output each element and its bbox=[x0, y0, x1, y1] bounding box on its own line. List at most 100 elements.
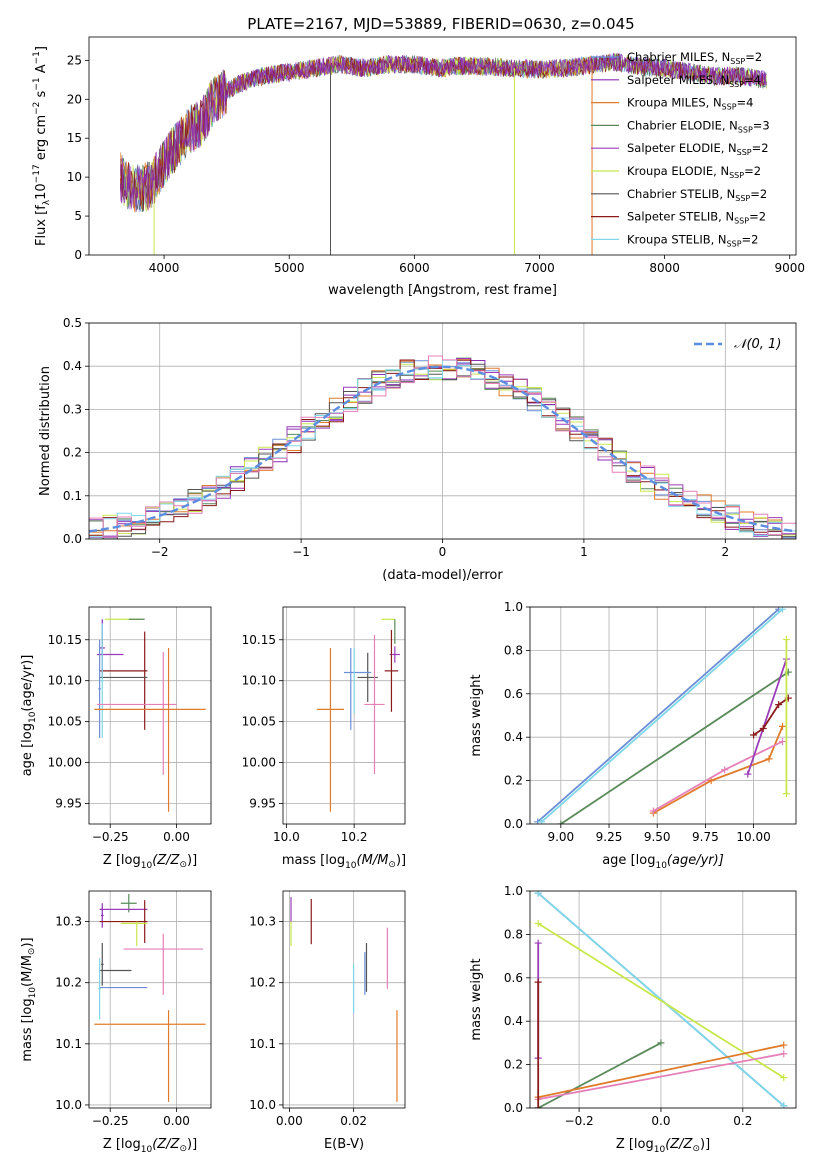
legend-label: Kroupa ELODIE, NSSP=2 bbox=[627, 164, 761, 180]
legend-name: Chabrier MILES, N bbox=[627, 50, 730, 64]
weight-series bbox=[538, 607, 787, 824]
y-tick-label: 0.4 bbox=[504, 1014, 523, 1028]
y-tick-label: 0.8 bbox=[504, 643, 523, 657]
x-tick-label: 10.2 bbox=[341, 830, 368, 844]
y-tick-label: 10.10 bbox=[242, 674, 276, 688]
plus-marker bbox=[782, 790, 790, 798]
x-tick-label: 10.00 bbox=[736, 830, 770, 844]
label-part: )] bbox=[20, 937, 35, 947]
label-part: Z [log bbox=[103, 853, 141, 868]
x-tick-label: 9.00 bbox=[547, 830, 574, 844]
label-part: A bbox=[34, 64, 49, 77]
label-part: −1 bbox=[32, 51, 42, 64]
label-part: age [log bbox=[20, 723, 35, 776]
axes-frame bbox=[529, 890, 797, 1109]
label-part: 10 bbox=[654, 1145, 666, 1155]
spectrum-lines bbox=[120, 52, 767, 255]
y-tick-label: 10.05 bbox=[48, 715, 82, 729]
errorbar-point bbox=[100, 623, 104, 739]
y-tick-label: 10.1 bbox=[249, 1037, 276, 1051]
weight-line bbox=[538, 1044, 784, 1099]
legend-suffix: =4 bbox=[744, 73, 761, 87]
legend-sub: SSP bbox=[729, 171, 744, 180]
y-tick-label: 0.0 bbox=[504, 817, 523, 831]
errorbars bbox=[94, 894, 206, 1102]
x-tick-label: 0.00 bbox=[163, 830, 190, 844]
plus-marker bbox=[744, 770, 752, 778]
weight-lines bbox=[534, 607, 792, 824]
plus-marker bbox=[765, 755, 773, 763]
label-part: )] bbox=[700, 1137, 710, 1152]
y-tick-label: 10.3 bbox=[55, 915, 82, 929]
y-tick-label: 0.5 bbox=[63, 316, 82, 330]
label-part: ⊙ bbox=[27, 948, 37, 956]
y-axis-label: mass weight bbox=[469, 958, 484, 1040]
x-axis-label: (data-model)/error bbox=[382, 568, 503, 583]
y-tick-label: 1.0 bbox=[504, 600, 523, 614]
weight-line bbox=[746, 658, 788, 775]
axes-frame bbox=[529, 606, 797, 825]
y-tick-label: 10.15 bbox=[242, 633, 276, 647]
label-part: 10 bbox=[28, 987, 38, 999]
weight-line bbox=[560, 671, 789, 824]
label-part: (age/yr)] bbox=[667, 853, 724, 868]
x-axis-label: E(B-V) bbox=[324, 1137, 364, 1152]
x-tick-label: 1 bbox=[580, 545, 588, 559]
plus-marker bbox=[557, 820, 565, 824]
label-part: Z [log bbox=[616, 1137, 654, 1152]
residuals-panel: −2 −1 0 1 2 0.0 0.1 0.2 0.3 0.4 0.5 𝒩(0, 1) (data-mo… bbox=[38, 316, 797, 583]
weight-series bbox=[782, 636, 790, 798]
legend-name: Chabrier STELIB, N bbox=[627, 187, 735, 201]
x-tick-label: −0.2 bbox=[565, 1114, 594, 1128]
plus-marker bbox=[538, 818, 546, 824]
y-tick-label: 0.1 bbox=[63, 489, 82, 503]
y-tick-label: 10.2 bbox=[55, 976, 82, 990]
label-part: ⊙ bbox=[692, 1144, 700, 1154]
weight-line bbox=[538, 1052, 784, 1101]
x-tick-label: 4000 bbox=[149, 261, 180, 275]
plus-marker bbox=[534, 920, 542, 928]
label-part: age [log bbox=[602, 853, 655, 868]
y-tick-label: 10.1 bbox=[55, 1037, 82, 1051]
label-part: Z [log bbox=[103, 1137, 141, 1152]
label-part: −1 bbox=[32, 77, 42, 90]
y-tick-label: 1.0 bbox=[504, 884, 523, 898]
x-axis-label: mass [log10(M/M⊙)] bbox=[282, 853, 406, 871]
plus-marker bbox=[779, 607, 787, 613]
age-vs-mass-panel: 10.0 10.2 9.95 10.00 10.05 10.10 10.15 mass [lo… bbox=[242, 606, 406, 871]
plus-marker bbox=[657, 1039, 665, 1047]
weight-vs-age-panel: 9.00 9.25 9.50 9.75 10.00 0.0 0.2 0.4 0.6 0.8 1.0 a… bbox=[469, 600, 797, 871]
legend-sub: SSP bbox=[722, 103, 737, 112]
label-part: erg cm bbox=[34, 115, 49, 164]
y-tick-label: 0.4 bbox=[504, 730, 523, 744]
legend-suffix: =2 bbox=[749, 210, 766, 224]
x-tick-label: 9000 bbox=[774, 261, 805, 275]
weight-lines bbox=[534, 891, 788, 1108]
label-part: ⊙ bbox=[179, 860, 187, 870]
label-part: (Z/Z bbox=[665, 1137, 693, 1152]
label-part: mass [log bbox=[282, 853, 345, 868]
mass-vs-EBV-panel: 0.00 0.02 10.0 10.1 10.2 10.3 E(B-V) bbox=[249, 890, 406, 1152]
y-axis-label: Normed distribution bbox=[38, 366, 53, 496]
label-part: −2 bbox=[32, 102, 42, 115]
weight-series bbox=[649, 738, 787, 815]
y-tick-label: 10.00 bbox=[48, 756, 82, 770]
x-axis-label: wavelength [Angstrom, rest frame] bbox=[328, 283, 557, 298]
x-tick-label: −0.25 bbox=[92, 830, 129, 844]
plus-marker bbox=[779, 722, 787, 730]
weight-series bbox=[557, 668, 792, 824]
y-tick-label: 0.6 bbox=[504, 971, 523, 985]
legend-name: Salpeter STELIB, N bbox=[627, 210, 734, 224]
legend-sub: SSP bbox=[737, 148, 752, 157]
histogram-series bbox=[89, 355, 796, 539]
weight-line bbox=[753, 697, 789, 736]
weight-line bbox=[541, 608, 784, 823]
legend-suffix: =2 bbox=[745, 50, 762, 64]
label-part: )] bbox=[187, 853, 197, 868]
legend-label: Chabrier STELIB, NSSP=2 bbox=[627, 187, 767, 203]
y-tick-label: 15 bbox=[67, 131, 82, 145]
weight-line bbox=[537, 1042, 662, 1108]
